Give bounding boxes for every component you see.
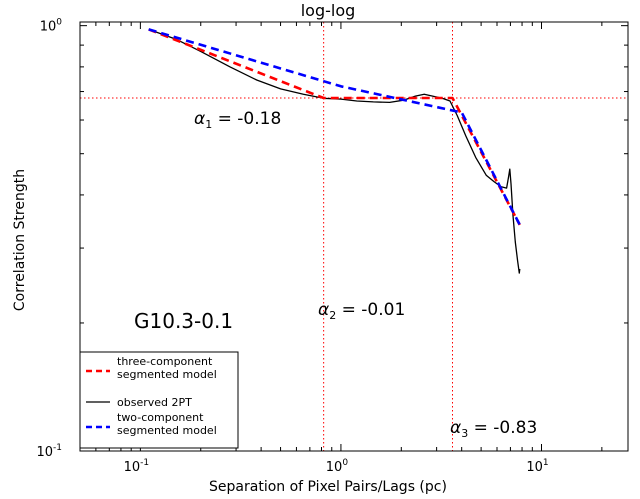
plot-frame bbox=[79, 21, 629, 452]
y-axis-label: Correlation Strength bbox=[12, 169, 28, 311]
x-tick-label: 10-1 bbox=[124, 458, 150, 475]
three-component-model-line bbox=[148, 28, 521, 226]
legend-label: observed 2PT bbox=[117, 396, 192, 409]
data-series bbox=[148, 28, 521, 274]
two-component-model-line bbox=[148, 28, 521, 226]
legend-box bbox=[79, 351, 239, 449]
alpha-3-label: α3 = -0.83 bbox=[450, 418, 537, 440]
y-tick-label: 100 bbox=[40, 18, 63, 35]
chart-title: log-log bbox=[301, 1, 356, 20]
legend-label: three-component segmented model bbox=[117, 355, 217, 381]
object-label: G10.3-0.1 bbox=[134, 309, 233, 333]
legend: three-component segmented model observed 2… bbox=[79, 351, 239, 449]
y-tick-label: 10-1 bbox=[36, 443, 62, 460]
observed-2pt-line bbox=[148, 28, 521, 274]
slope-annotations: α1 = -0.18 α2 = -0.01 α3 = -0.83 bbox=[194, 109, 537, 440]
break-lines bbox=[80, 22, 628, 451]
legend-label: two-component segmented model bbox=[117, 411, 217, 437]
x-tick-label: 100 bbox=[326, 458, 349, 475]
alpha-1-label: α1 = -0.18 bbox=[194, 109, 281, 131]
alpha-2-label: α2 = -0.01 bbox=[318, 300, 405, 322]
x-tick-label: 101 bbox=[526, 458, 548, 475]
x-axis-label: Separation of Pixel Pairs/Lags (pc) bbox=[209, 479, 447, 495]
